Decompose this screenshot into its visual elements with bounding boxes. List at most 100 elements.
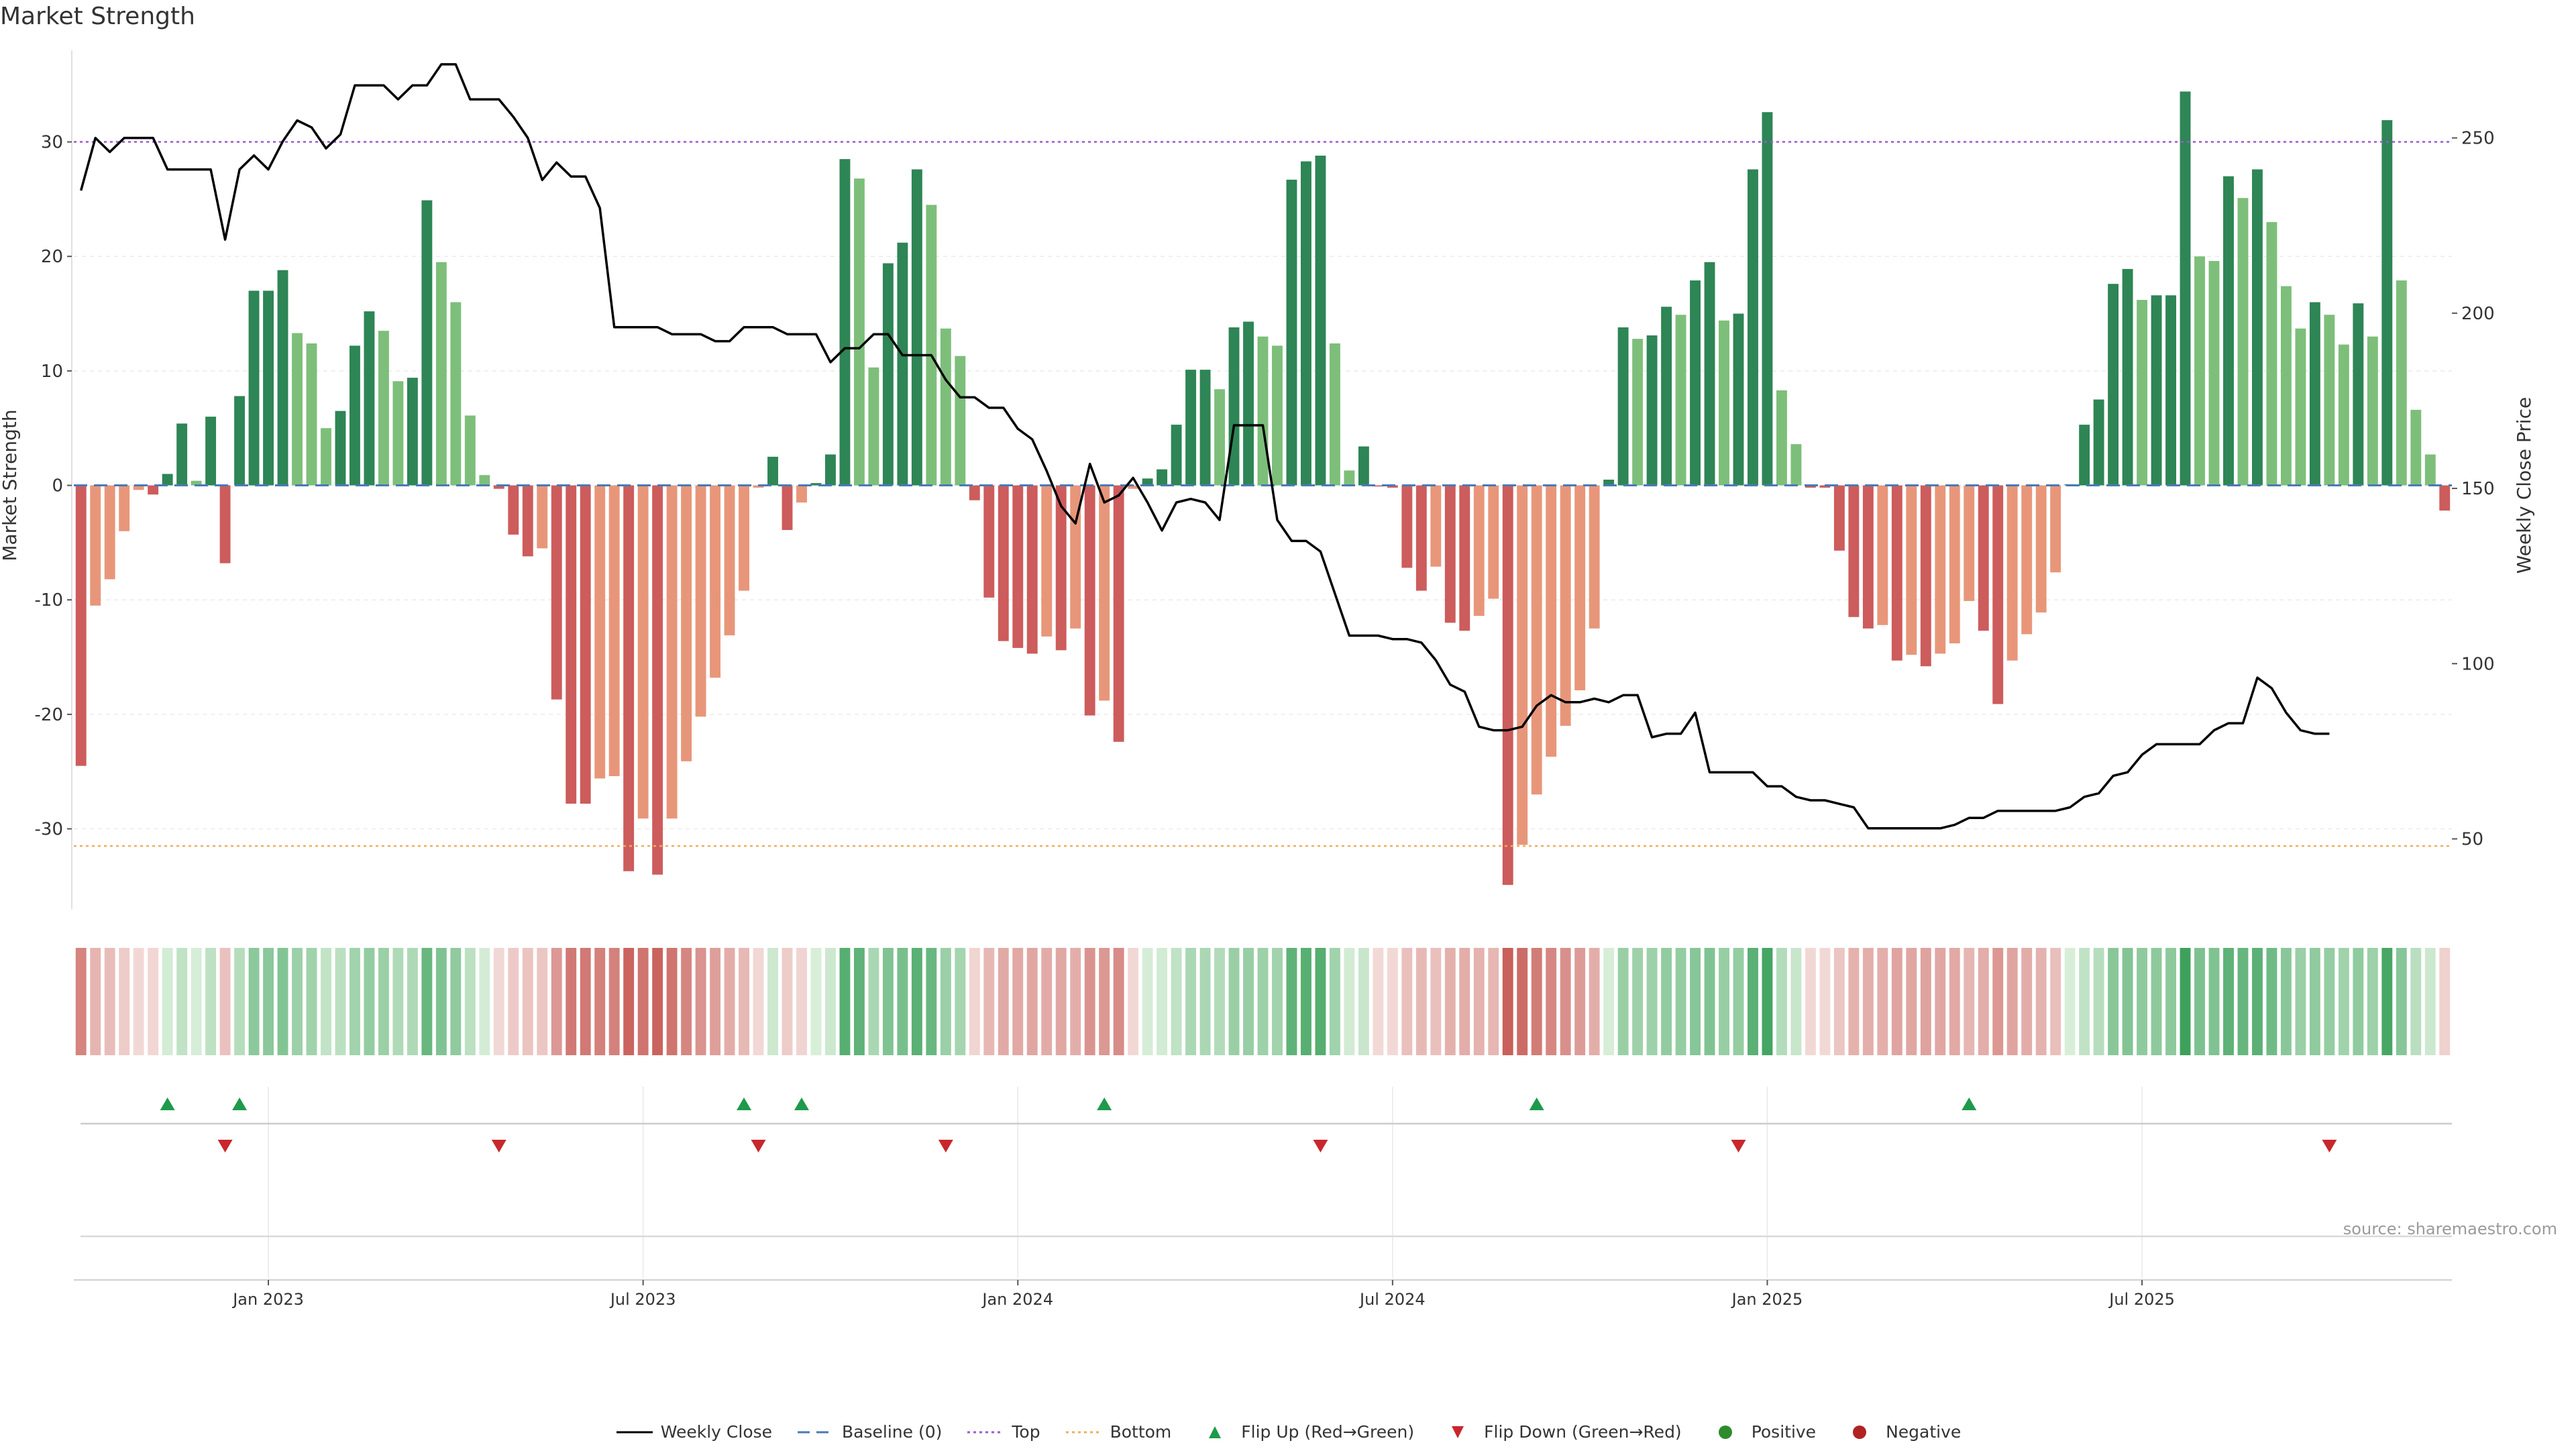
strength-bar — [479, 475, 490, 486]
strength-bar — [2223, 176, 2234, 486]
heatmap-cell — [2381, 948, 2393, 1055]
strength-bar — [450, 302, 462, 486]
strength-bar — [1128, 485, 1139, 489]
strength-bar — [1444, 485, 1456, 623]
legend-item-baseline: Baseline (0) — [796, 1422, 942, 1442]
heatmap-cell — [1675, 948, 1686, 1055]
heatmap-cell — [2137, 948, 2148, 1055]
heatmap-cell — [2410, 948, 2422, 1055]
strength-bar — [2252, 169, 2263, 486]
heatmap-cell — [1358, 948, 1369, 1055]
y-right-axis-label: Weekly Close Price — [2513, 397, 2535, 574]
heatmap-cell — [681, 948, 692, 1055]
strength-bar — [1488, 485, 1499, 599]
strength-bar — [176, 423, 188, 486]
strength-bar — [75, 485, 87, 766]
strength-bar — [580, 485, 591, 804]
heatmap-cell — [2338, 948, 2349, 1055]
strength-bar — [1113, 485, 1124, 742]
heatmap-cell — [2064, 948, 2076, 1055]
strength-bar — [1617, 327, 1629, 486]
strength-bar — [1430, 485, 1442, 567]
legend-line-dotted-icon — [1065, 1431, 1102, 1433]
heatmap-cell — [1719, 948, 1729, 1055]
strength-bar — [1920, 485, 1931, 667]
strength-bar — [1690, 280, 1701, 486]
heatmap-cell — [421, 948, 433, 1055]
strength-bar — [1084, 485, 1095, 716]
heatmap-cell — [580, 948, 591, 1055]
heatmap-cell — [1488, 948, 1499, 1055]
heatmap-cell — [2208, 948, 2220, 1055]
heatmap-cell — [1632, 948, 1644, 1055]
strength-bar — [1949, 485, 1960, 644]
strength-bar — [537, 485, 548, 549]
reference-lines — [74, 141, 2452, 847]
strength-bar — [1502, 485, 1513, 885]
heatmap-cell — [1949, 948, 1960, 1055]
heatmap-cell — [1142, 948, 1153, 1055]
legend-label: Flip Down (Green→Red) — [1484, 1422, 1682, 1442]
heatmap-cell — [133, 948, 144, 1055]
heatmap-cell — [162, 948, 173, 1055]
strength-bar — [782, 485, 793, 531]
heatmap-cell — [378, 948, 389, 1055]
legend-line-dotted-icon — [967, 1431, 1004, 1433]
heatmap-cell — [191, 948, 202, 1055]
heatmap-cell — [1704, 948, 1715, 1055]
strength-bar — [2381, 120, 2393, 486]
strength-bar — [2338, 344, 2349, 486]
heatmap-cell — [940, 948, 951, 1055]
heatmap-cell — [1344, 948, 1355, 1055]
strength-bar — [1157, 469, 1168, 486]
strength-bar — [2439, 485, 2451, 511]
strength-bar — [911, 169, 922, 486]
legend-label: Flip Up (Red→Green) — [1241, 1422, 1415, 1442]
strength-bar — [2295, 328, 2306, 486]
strength-bar — [868, 367, 879, 486]
heatmap-cell — [537, 948, 548, 1055]
heatmap-cell — [2439, 948, 2451, 1055]
strength-bar — [1964, 485, 1975, 601]
x-tick-label: Jul 2023 — [609, 1290, 676, 1309]
heatmap-cell — [1257, 948, 1269, 1055]
strength-bar — [1228, 327, 1240, 486]
strength-bar — [681, 485, 692, 761]
heatmap-cell — [1041, 948, 1053, 1055]
heatmap-cell — [1473, 948, 1485, 1055]
heatmap-cell — [2079, 948, 2090, 1055]
strength-bar — [810, 483, 822, 486]
strength-bar — [1833, 485, 1845, 551]
heatmap-cell — [1603, 948, 1615, 1055]
heatmap-cell — [2424, 948, 2436, 1055]
strength-bar — [1517, 485, 1528, 845]
strength-bar — [1546, 485, 1557, 757]
heatmap-cell — [1690, 948, 1701, 1055]
strength-bar — [1415, 485, 1427, 591]
strength-bar — [2137, 300, 2148, 486]
heatmap-cell — [205, 948, 217, 1055]
strength-bar — [522, 485, 533, 557]
heatmap-cell — [2367, 948, 2378, 1055]
heatmap-cell — [2280, 948, 2292, 1055]
strength-bar — [350, 345, 360, 486]
strength-bar — [882, 263, 894, 486]
y-right-tick-label: 250 — [2461, 129, 2495, 149]
flip-down-marker — [491, 1140, 506, 1152]
strength-bar — [983, 485, 995, 598]
heatmap-cell — [119, 948, 130, 1055]
heatmap-cell — [566, 948, 577, 1055]
strength-bar — [2180, 91, 2191, 486]
weekly-close-series — [80, 63, 2330, 830]
heatmap-cell — [1199, 948, 1211, 1055]
strength-bar — [2367, 336, 2378, 486]
x-tick-label: Jul 2025 — [2108, 1290, 2175, 1309]
strength-bar — [1675, 315, 1686, 486]
strength-bar — [1243, 321, 1254, 486]
heatmap-cell — [1113, 948, 1124, 1055]
strength-bar — [1790, 444, 1802, 486]
heatmap-cell — [1444, 948, 1456, 1055]
strength-bar — [1055, 485, 1067, 651]
chart-title: Market Strength — [0, 3, 195, 30]
